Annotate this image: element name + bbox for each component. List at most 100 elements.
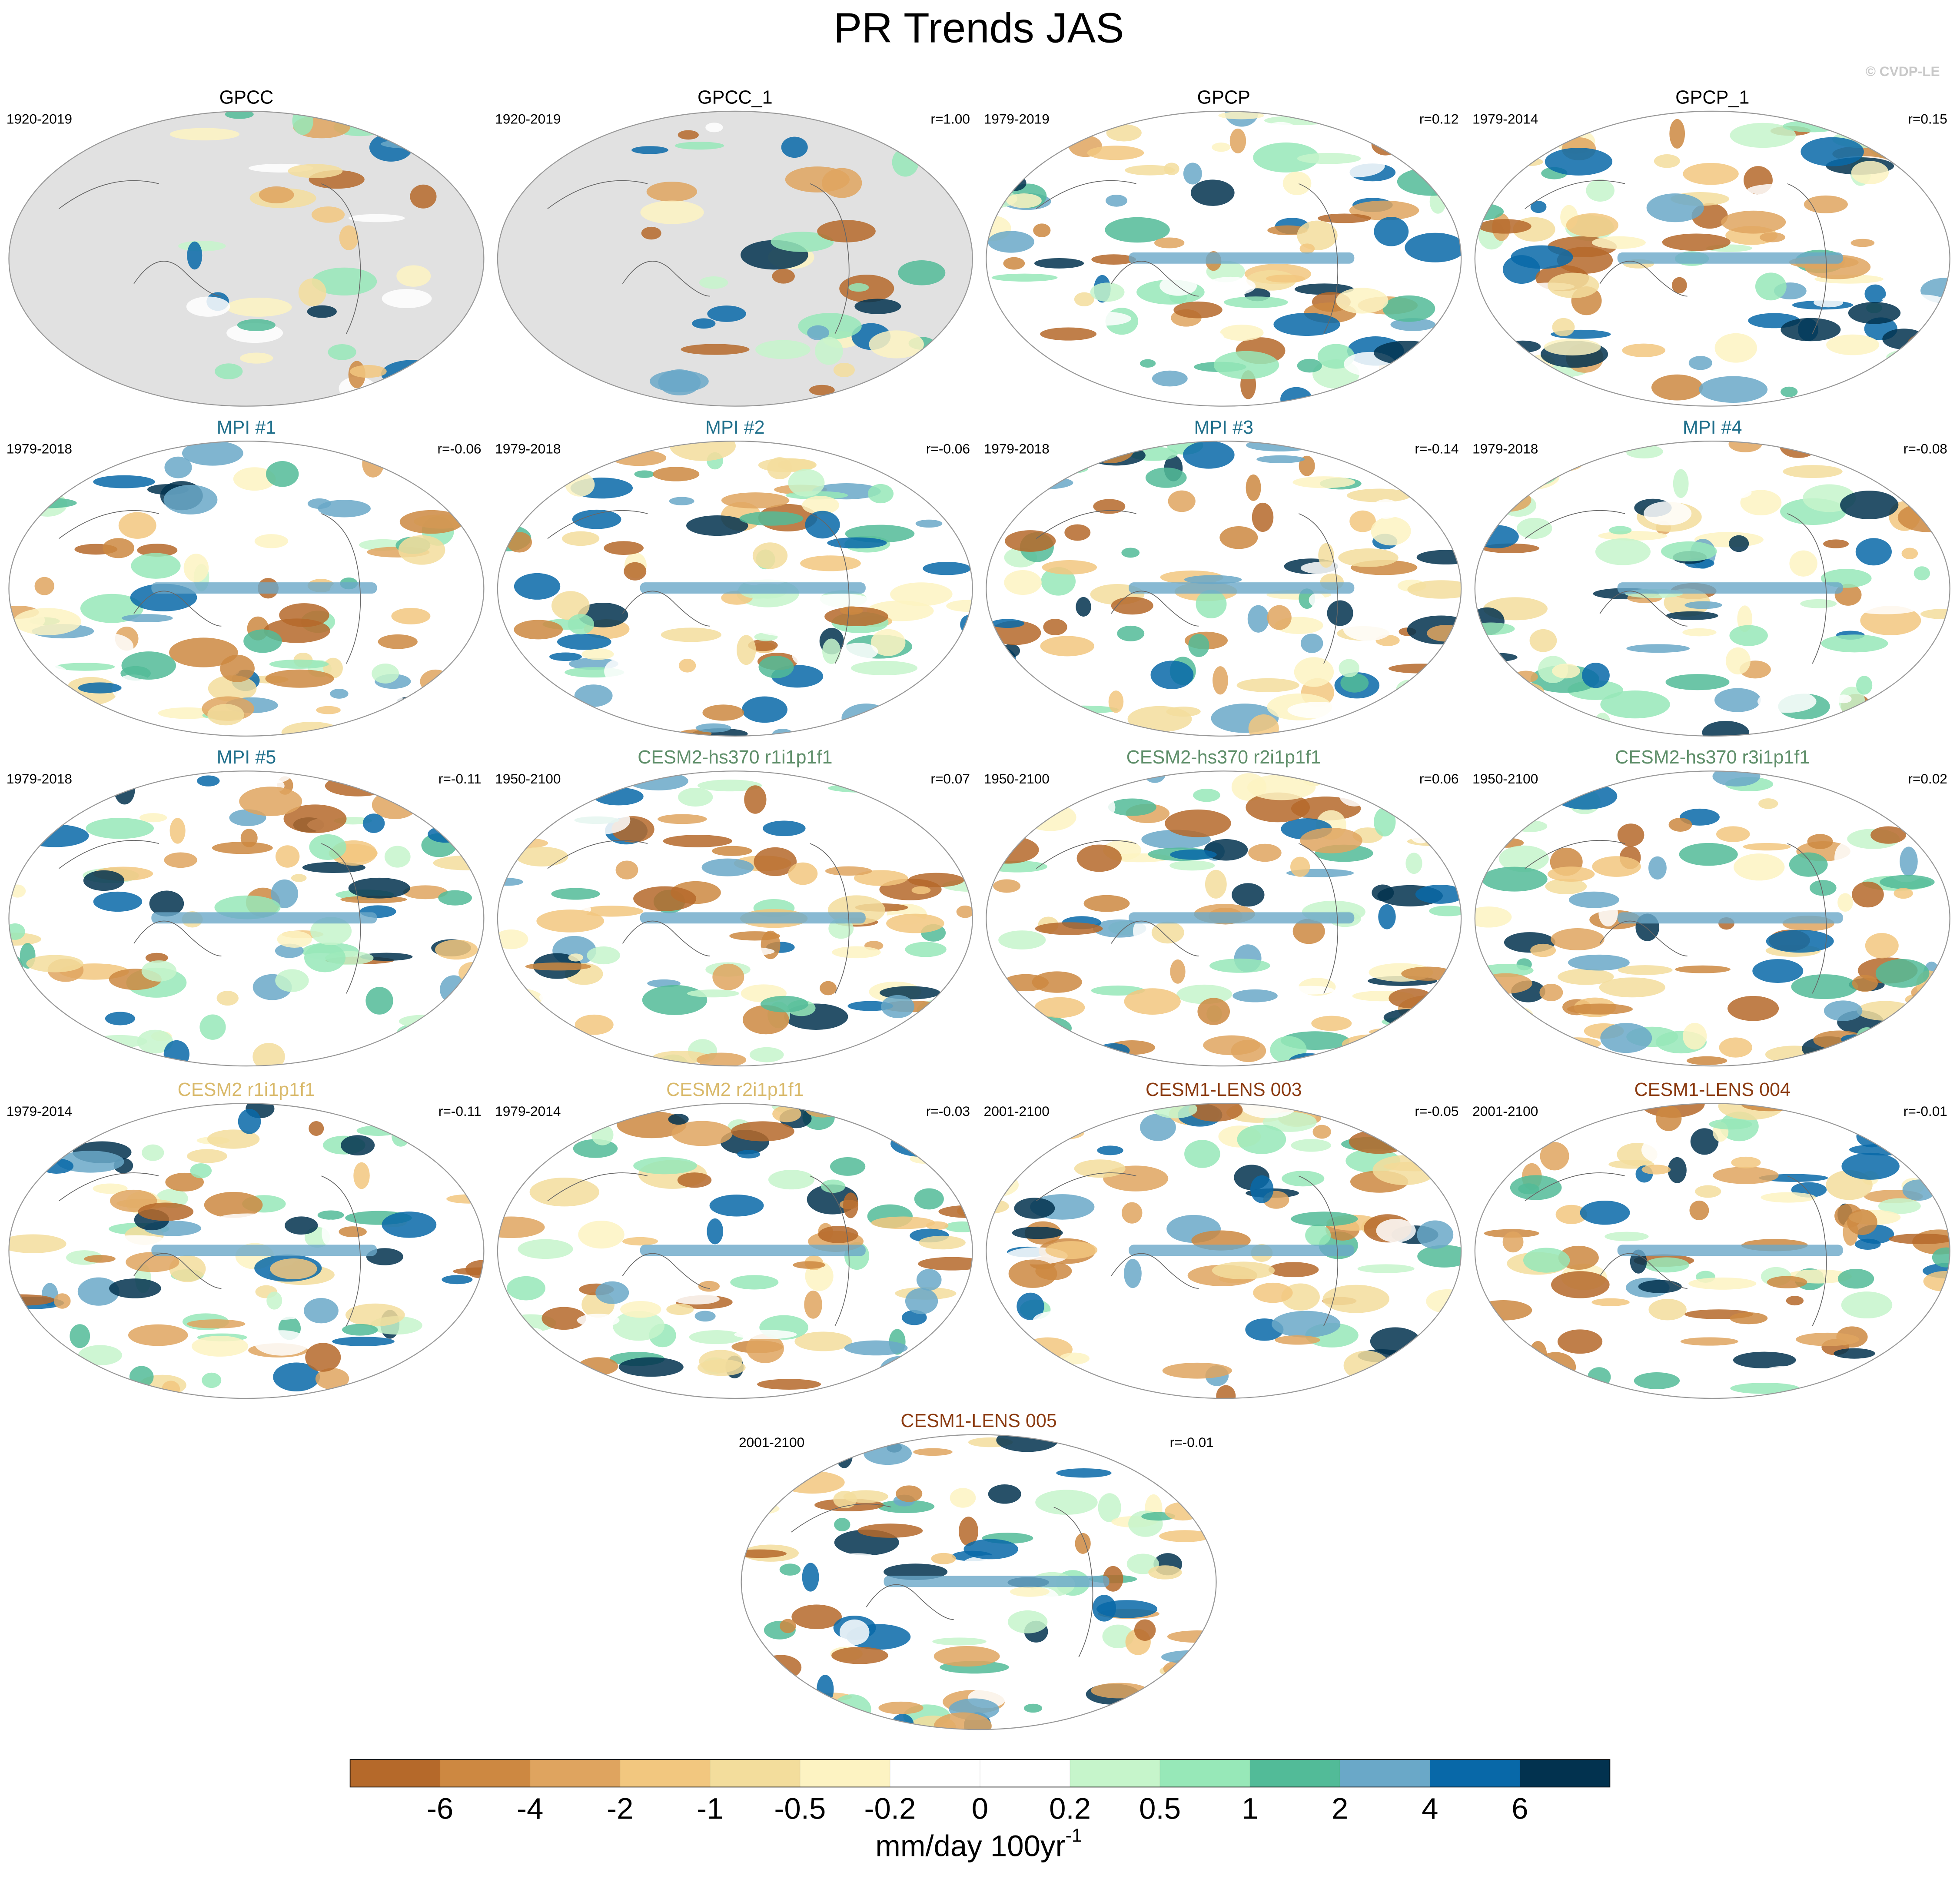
map-shading-blob [304, 1298, 339, 1324]
map-outline [741, 1434, 1217, 1730]
map-shading-blob [1205, 276, 1256, 296]
map-shading-blob [416, 459, 433, 487]
map-shading-blob [1923, 546, 1950, 574]
map-shading-blob [1275, 1002, 1323, 1023]
colorbar-outline [349, 1759, 1611, 1788]
map-shading-blob [1379, 1392, 1440, 1399]
map-shading-blob [1791, 974, 1858, 999]
map-shading-blob [1416, 455, 1462, 475]
map-shading-blob [1475, 720, 1485, 732]
map-shading-blob [1183, 163, 1202, 185]
map-shading-blob [1349, 1130, 1409, 1154]
map-shading-blob [1855, 538, 1892, 566]
map-shading-blob [712, 963, 744, 990]
map-shading-blob [990, 619, 1024, 628]
panel-period: 2001-2100 [739, 1434, 804, 1450]
map-shading-blob [1555, 441, 1578, 448]
map-shading-blob [1426, 128, 1452, 137]
map-shading-blob [1429, 906, 1462, 916]
map-shading-blob [1730, 1383, 1800, 1394]
map-shading-blob [1634, 1372, 1680, 1389]
map-shading-blob [288, 164, 343, 178]
coastline [547, 180, 850, 334]
map-shading-blob [1699, 376, 1768, 403]
map-shading-blob [1758, 798, 1778, 809]
map-shading-blob [986, 1198, 1009, 1214]
map-shading-blob [950, 1488, 976, 1508]
map-shading-blob [96, 1056, 138, 1066]
map-shading-blob [118, 512, 156, 539]
map-shading-blob [836, 1440, 853, 1468]
map-shading-blob [1268, 1262, 1319, 1278]
map-shading-blob [1267, 605, 1292, 630]
map-shading-blob [1170, 849, 1217, 860]
colorbar-box [440, 1759, 530, 1787]
map-shading-blob [497, 688, 548, 707]
map-shading-blob [1033, 1029, 1075, 1049]
panel-correlation: r=-0.01 [1904, 1103, 1947, 1119]
map-shading-blob [1076, 844, 1122, 872]
map-shading-blob [497, 1131, 518, 1160]
map-shading-blob [910, 1598, 932, 1609]
map-shading-blob [1154, 237, 1185, 249]
map-shading-blob [1428, 1165, 1462, 1186]
map-shading-blob [986, 353, 1019, 362]
panel-period: 1920-2019 [7, 111, 72, 126]
panel-period: 1979-2018 [1472, 441, 1538, 457]
map-shading-blob [705, 123, 723, 133]
map-shading-blob [1312, 1125, 1331, 1139]
map-shading-blob [1513, 820, 1548, 832]
map-shading-blob [1168, 113, 1215, 138]
map-shading-blob [1139, 1272, 1158, 1294]
map-shading-blob [1070, 111, 1094, 130]
map-shading-blob [369, 133, 413, 162]
map-shading-blob [1671, 277, 1687, 294]
map-shading-blob [1096, 1600, 1158, 1618]
equatorial-band [151, 1245, 377, 1256]
map-shading-blob [78, 682, 122, 694]
map-shading-blob [1729, 625, 1768, 646]
map-shading-blob [1005, 530, 1056, 552]
map-shading-blob [505, 697, 528, 717]
map-shading-blob [178, 240, 226, 252]
map-shading-blob [996, 1434, 1059, 1452]
colorbar-box [710, 1759, 800, 1787]
map-shading-blob [428, 826, 463, 843]
colorbar-tick-label: 1 [1242, 1792, 1258, 1825]
map-shading-blob [252, 1043, 285, 1066]
map-shading-blob [1485, 1005, 1533, 1024]
map-shading-blob [187, 1319, 246, 1329]
map-shading-blob [763, 820, 806, 836]
map-shading-blob [699, 1350, 743, 1373]
colorbar-box [800, 1759, 890, 1787]
map-shading-blob [1688, 1277, 1757, 1290]
map-shading-blob [1580, 1200, 1630, 1225]
map-shading-blob [396, 118, 426, 139]
map-shading-blob [1529, 629, 1557, 652]
map-shading-blob [1644, 501, 1692, 526]
map-shading-blob [442, 1275, 473, 1285]
map-shading-blob [1475, 345, 1514, 361]
map-shading-blob [1407, 580, 1462, 599]
map-shading-blob [1378, 904, 1396, 929]
map-shading-blob [183, 1286, 215, 1310]
map-shading-blob [568, 953, 584, 962]
map-shading-blob [809, 1039, 868, 1061]
map-shading-blob [1035, 1490, 1098, 1515]
map-shading-blob [1121, 548, 1140, 558]
map-shading-blob [1547, 866, 1595, 882]
map-shading-blob [802, 1563, 819, 1592]
map-shading-blob [393, 1050, 443, 1066]
map-shading-blob [93, 891, 143, 912]
map-shading-blob [741, 696, 787, 723]
map-shading-blob [694, 1311, 716, 1322]
map-shading-blob [1342, 1034, 1405, 1054]
map-shading-blob [212, 842, 273, 854]
map-shading-blob [30, 1015, 49, 1032]
map-shading-blob [779, 1563, 801, 1576]
figure-title: PR Trends JAS [834, 4, 1124, 52]
map-shading-blob [1004, 1037, 1052, 1060]
map-shading-blob [1884, 1015, 1910, 1042]
map-shading-blob [1220, 325, 1264, 341]
map-shading-blob [633, 1157, 697, 1175]
